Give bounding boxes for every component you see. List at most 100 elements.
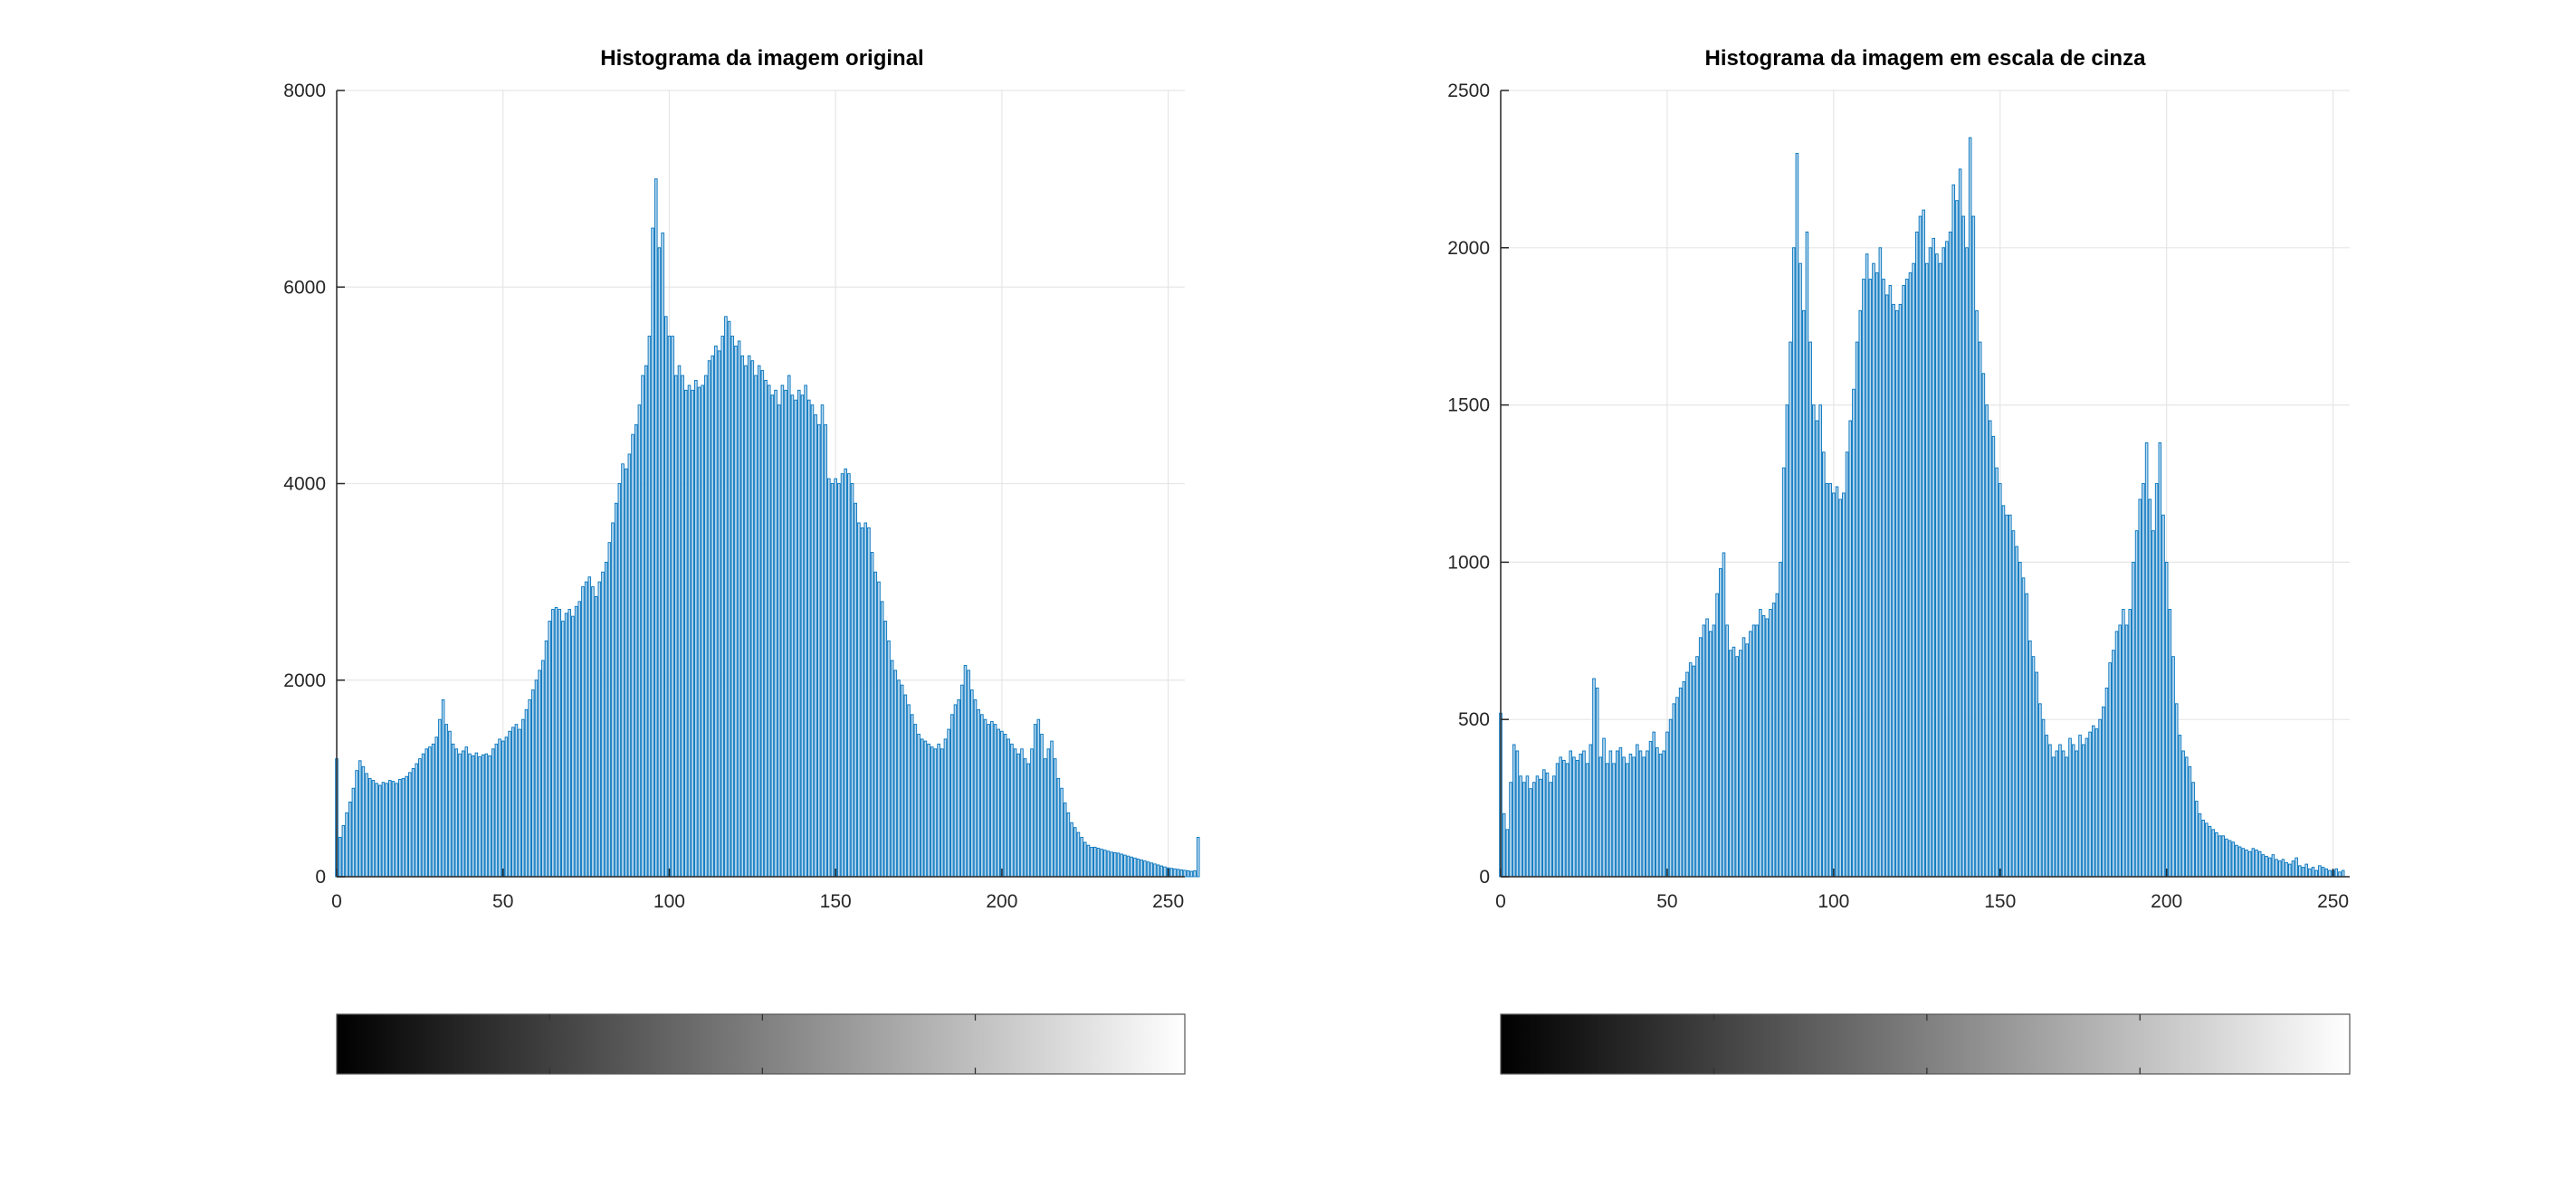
histogram-bar xyxy=(1998,483,2002,878)
histogram-bar xyxy=(2225,838,2228,878)
histogram-bar xyxy=(2174,703,2179,878)
histogram-bar xyxy=(1512,744,1516,878)
histogram-bar xyxy=(757,365,761,878)
histogram-bar xyxy=(438,718,442,878)
histogram-bar xyxy=(947,728,950,878)
histogram-bar xyxy=(1120,853,1123,878)
histogram-bar xyxy=(897,679,901,878)
histogram-bar xyxy=(641,375,644,878)
histogram-bar xyxy=(2341,869,2345,878)
histogram-bar xyxy=(498,738,501,878)
histogram-bar xyxy=(1751,624,1756,878)
histogram-bar xyxy=(1715,593,1719,878)
histogram-bar xyxy=(1682,681,1686,878)
histogram-bar xyxy=(2201,819,2205,878)
histogram-bar xyxy=(694,379,698,878)
histogram-bar xyxy=(917,734,921,878)
histogram-bar xyxy=(1539,778,1542,878)
histogram-bar xyxy=(2291,860,2295,878)
histogram-bar xyxy=(1000,730,1004,878)
histogram-bar xyxy=(997,728,1001,878)
histogram-bar xyxy=(1771,603,1776,878)
histogram-bar xyxy=(1875,272,1879,878)
histogram-bar xyxy=(2205,822,2209,878)
histogram-bar xyxy=(1060,787,1064,878)
histogram-bar xyxy=(2041,718,2046,878)
histogram-bar xyxy=(501,740,505,878)
histogram-bar xyxy=(2271,854,2275,878)
histogram-bar xyxy=(2334,868,2339,878)
histogram-bar xyxy=(877,581,881,878)
histogram-bar xyxy=(2148,499,2152,878)
histogram-bar xyxy=(2301,867,2305,878)
histogram-bar xyxy=(385,783,388,878)
histogram-bar xyxy=(597,581,602,878)
histogram-bar xyxy=(2288,863,2292,878)
chart-title-gray: Histograma da imagem em escala de cinza xyxy=(1705,46,2147,71)
histogram-bar xyxy=(624,468,628,878)
histogram-bar xyxy=(1532,782,1536,878)
histogram-bar xyxy=(1975,309,1979,878)
histogram-bar xyxy=(1003,734,1007,878)
histogram-bar xyxy=(730,336,735,878)
histogram-bar xyxy=(531,689,535,878)
histogram-bar xyxy=(2068,737,2072,878)
histogram-bar xyxy=(341,825,346,878)
histogram-bar xyxy=(2308,868,2312,878)
histogram-bar xyxy=(355,770,358,878)
histogram-bar xyxy=(2255,850,2258,878)
histogram-bar xyxy=(1542,769,1546,878)
histogram-bar xyxy=(2235,844,2238,878)
histogram-bar xyxy=(1535,775,1540,878)
histogram-bar xyxy=(960,684,964,878)
y-tick-label: 2500 xyxy=(1447,81,1490,101)
histogram-bar xyxy=(1965,247,1969,878)
grayscale-colorbar xyxy=(1500,1013,2351,1075)
histogram-bar xyxy=(1698,637,1703,878)
histogram-bar xyxy=(1825,483,1829,878)
histogram-bar xyxy=(1066,812,1071,878)
histogram-bar xyxy=(2215,831,2218,878)
histogram-bar xyxy=(401,777,405,878)
histogram-bar xyxy=(1815,420,1819,878)
histogram-gray-panel: Histograma da imagem em escala de cinza … xyxy=(1447,46,2351,1075)
histogram-bar xyxy=(2078,735,2082,878)
histogram-bar xyxy=(2241,848,2246,878)
histogram-bar xyxy=(2124,624,2129,878)
histogram-bar xyxy=(1808,341,1812,878)
histogram-bar xyxy=(551,609,555,878)
histogram-bar xyxy=(1888,285,1893,878)
histogram-bar xyxy=(2231,841,2236,878)
histogram-bar xyxy=(827,478,831,878)
histogram-bar xyxy=(1894,309,1899,878)
histogram-bar xyxy=(804,385,807,878)
histogram-bar xyxy=(461,750,465,878)
histogram-bar xyxy=(617,483,622,878)
histogram-bar xyxy=(707,360,711,878)
histogram-bar xyxy=(2075,750,2079,878)
histogram-bar xyxy=(1146,861,1150,878)
histogram-bar xyxy=(434,736,439,878)
histogram-bar xyxy=(2228,840,2232,878)
histogram-bars xyxy=(1499,137,2345,878)
histogram-bar xyxy=(1522,782,1526,878)
histogram-bar xyxy=(697,386,701,878)
histogram-bar xyxy=(1023,758,1027,878)
x-tick-label: 200 xyxy=(986,891,1017,912)
histogram-bar xyxy=(1898,303,1903,878)
histogram-bar xyxy=(391,781,396,878)
histogram-bar xyxy=(727,320,731,878)
histogram-bar xyxy=(1592,678,1596,878)
histogram-bar xyxy=(711,355,715,878)
histogram-bar xyxy=(967,670,970,878)
histogram-bar xyxy=(887,640,891,878)
histogram-bar xyxy=(717,350,721,878)
histogram-bar xyxy=(491,748,495,878)
histogram-bar xyxy=(425,748,428,878)
histogram-bar xyxy=(1169,868,1174,878)
histogram-bar xyxy=(1010,743,1014,878)
histogram-bar xyxy=(504,736,509,878)
histogram-bar xyxy=(1791,247,1796,878)
histogram-bar xyxy=(474,752,479,878)
